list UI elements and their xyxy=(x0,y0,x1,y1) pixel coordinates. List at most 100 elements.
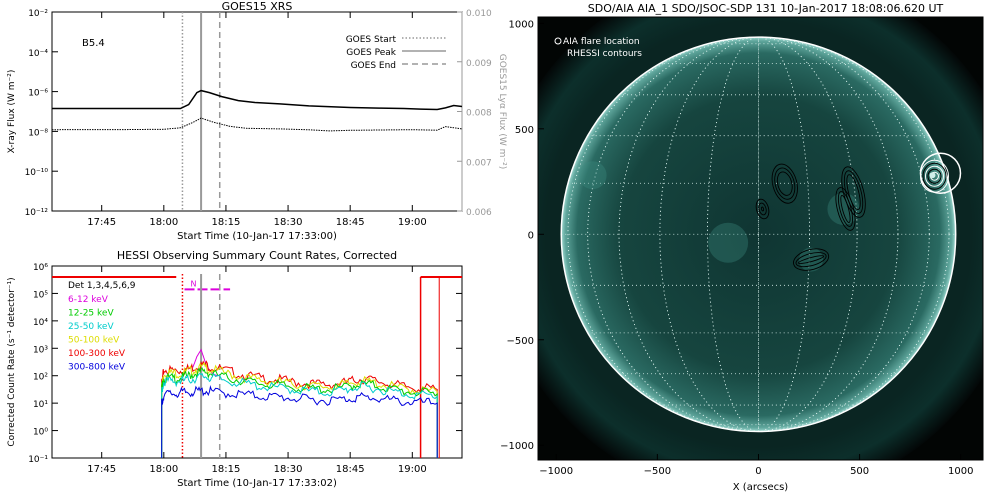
aia-rhessi-contour xyxy=(835,187,856,231)
goes-legend-label: GOES End xyxy=(351,61,396,71)
aia-rhessi-contour xyxy=(841,166,866,218)
hessi-series-25-50-kev xyxy=(161,372,438,458)
goes-x-tick-label: 19:00 xyxy=(398,217,427,228)
aia-y-tick-label: −500 xyxy=(507,336,534,347)
aia-rhessi-contour xyxy=(795,252,827,268)
goes-y-label: X-ray Flux (W m⁻²) xyxy=(7,70,17,154)
aia-limb-circle xyxy=(560,36,957,433)
aia-flare-contour xyxy=(922,162,947,190)
hessi-series-12-25-kev xyxy=(161,367,438,458)
aia-rhessi-contour xyxy=(837,191,853,227)
aia-x-label: X (arcsecs) xyxy=(733,482,789,493)
aia-y-tick-label: −1000 xyxy=(500,441,534,452)
hessi-y-tick-label: 10⁵ xyxy=(33,290,48,300)
goes-plot-frame xyxy=(51,11,463,212)
hessi-y-tick-label: 10⁻¹ xyxy=(28,455,48,465)
hessi-legend-label: 6-12 keV xyxy=(68,295,109,305)
hessi-series-50-100-kev xyxy=(161,361,438,458)
hessi-y-tick-label: 10⁶ xyxy=(33,263,48,273)
aia-flare-contour xyxy=(924,165,944,187)
goes-x-tick-label: 18:30 xyxy=(274,217,303,228)
hessi-x-tick-label: 18:45 xyxy=(336,464,365,475)
aia-y-tick-label: 0 xyxy=(528,230,534,241)
goes-y-tick-label: 10⁻⁶ xyxy=(28,89,48,99)
hessi-legend-label: 12-25 keV xyxy=(68,309,114,319)
goes-class-label: B5.4 xyxy=(82,38,105,49)
aia-y-tick-label: 1000 xyxy=(509,19,534,30)
goes-y-tick-label: 10⁻⁴ xyxy=(28,49,48,59)
hessi-y-tick-label: 10³ xyxy=(33,345,48,355)
aia-flare-kernel xyxy=(929,172,936,179)
hessi-legend-label: 50-100 keV xyxy=(68,336,120,346)
goes-x-tick-label: 18:45 xyxy=(336,217,365,228)
hessi-x-tick-label: 18:00 xyxy=(149,464,178,475)
aia-image-frame xyxy=(537,16,984,461)
aia-grid-longitude xyxy=(618,36,899,432)
aia-flare-contour xyxy=(919,159,949,193)
aia-legend-label: RHESSI contours xyxy=(567,49,642,59)
goes-x-tick-label: 17:45 xyxy=(87,217,116,228)
goes-x-tick-label: 18:15 xyxy=(212,217,241,228)
hessi-y-label: Corrected Count Rate (s⁻¹ detector⁻¹) xyxy=(7,277,17,446)
aia-legend-label: AIA flare location xyxy=(563,37,640,47)
aia-rhessi-contour xyxy=(776,171,793,196)
hessi-legend-label: 25-50 keV xyxy=(68,322,114,332)
goes-legend-label: GOES Start xyxy=(346,35,397,45)
goes-y-tick-label: 10⁻¹⁰ xyxy=(25,168,49,178)
hessi-y-tick-label: 10² xyxy=(33,373,48,383)
goes-y-tick-label: 10⁻¹² xyxy=(25,208,49,218)
goes-y-right-tick-label: 0.010 xyxy=(466,9,492,19)
goes-long-channel-line xyxy=(52,89,463,111)
aia-bright-region xyxy=(799,247,824,272)
aia-rhessi-contour xyxy=(798,255,825,264)
hessi-x-label: Start Time (10-Jan-17 17:33:02) xyxy=(177,478,337,489)
hessi-title: HESSI Observing Summary Count Rates, Cor… xyxy=(117,249,397,262)
hessi-flag-label: N xyxy=(191,279,197,288)
hessi-x-tick-label: 19:00 xyxy=(398,464,427,475)
aia-rhessi-contour xyxy=(758,202,767,216)
aia-y-tick-label: 500 xyxy=(515,125,534,136)
aia-rhessi-contour xyxy=(771,163,798,204)
aia-x-tick-label: 0 xyxy=(755,466,761,477)
aia-rhessi-contour xyxy=(760,206,765,212)
hessi-y-tick-label: 10⁰ xyxy=(33,428,48,438)
hessi-legend-label: 300-800 keV xyxy=(68,363,126,373)
aia-x-tick-label: −1000 xyxy=(539,466,573,477)
hessi-x-tick-label: 18:30 xyxy=(274,464,303,475)
goes-x-tick-label: 18:00 xyxy=(149,217,178,228)
aia-rhessi-contour xyxy=(843,170,864,214)
goes-y-tick-label: 10⁻⁸ xyxy=(28,128,48,138)
aia-title: SDO/AIA AIA_1 SDO/JSOC-SDP 131 10-Jan-20… xyxy=(588,2,944,15)
goes-y-right-tick-label: 0.008 xyxy=(466,109,492,119)
hessi-y-tick-label: 10⁴ xyxy=(33,318,48,328)
hessi-series-300-800-kev xyxy=(161,385,438,458)
hessi-x-tick-label: 18:15 xyxy=(212,464,241,475)
hessi-detectors-label: Det 1,3,4,5,6,9 xyxy=(68,281,136,291)
aia-x-tick-label: 1000 xyxy=(948,466,973,477)
aia-rhessi-contour xyxy=(840,194,851,223)
goes-y-tick-label: 10⁻² xyxy=(28,9,48,19)
goes-x-label: Start Time (10-Jan-17 17:33:00) xyxy=(177,231,337,242)
goes-y-right-tick-label: 0.009 xyxy=(466,59,492,69)
aia-rhessi-contour xyxy=(755,198,770,220)
goes-y-right-tick-label: 0.007 xyxy=(466,158,492,168)
aia-grid-longitude xyxy=(587,36,930,432)
goes-legend-label: GOES Peak xyxy=(346,48,396,58)
aia-flare-contour xyxy=(927,168,942,184)
aia-x-tick-label: 500 xyxy=(850,466,869,477)
goes-short-channel-line xyxy=(51,117,463,132)
hessi-plot-frame xyxy=(51,265,463,459)
aia-rhessi-contour xyxy=(793,248,830,271)
aia-legend-circle-icon xyxy=(554,37,562,45)
aia-rhessi-contour xyxy=(774,167,796,200)
hessi-legend-label: 100-300 keV xyxy=(68,349,126,359)
hessi-y-tick-label: 10¹ xyxy=(33,400,48,410)
goes-y-right-tick-label: 0.006 xyxy=(466,208,492,218)
goes-title: GOES15 XRS xyxy=(222,0,293,13)
aia-rhessi-contour xyxy=(846,174,861,210)
goes-y-right-label: GOES15 Lyα Flux (W m⁻²) xyxy=(497,54,507,170)
aia-x-tick-label: −500 xyxy=(644,466,671,477)
aia-bright-region xyxy=(708,222,749,263)
aia-bright-region xyxy=(578,161,607,190)
